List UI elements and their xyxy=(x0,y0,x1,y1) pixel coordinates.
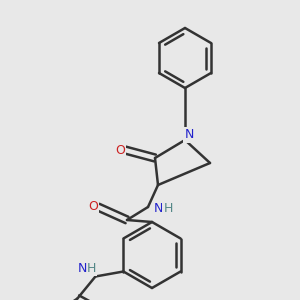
Text: H: H xyxy=(87,262,96,275)
Text: O: O xyxy=(115,143,125,157)
Text: N: N xyxy=(184,128,194,142)
Text: N: N xyxy=(78,262,87,275)
Text: H: H xyxy=(163,202,173,215)
Text: O: O xyxy=(88,200,98,214)
Text: N: N xyxy=(153,202,163,215)
